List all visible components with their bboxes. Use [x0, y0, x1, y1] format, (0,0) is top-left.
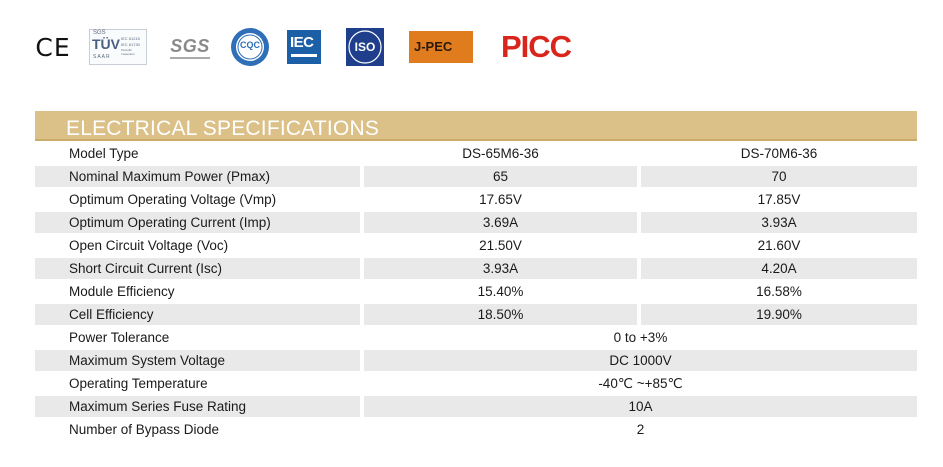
model-2-value: 17.85V — [757, 192, 801, 207]
row-label: Cell Efficiency — [35, 304, 360, 325]
picc-logo: PICC — [496, 22, 576, 72]
table-header-row: Model Type DS-65M6-36 DS-70M6-36 — [35, 143, 917, 166]
table-row: Open Circuit Voltage (Voc) 21.50V 21.60V — [35, 235, 917, 258]
row-label: Module Efficiency — [69, 284, 175, 299]
model-1-value: 15.40% — [477, 284, 524, 299]
model-2-value: 16.58% — [756, 284, 802, 299]
shared-value: -40℃ ~+85℃ — [598, 376, 683, 391]
shared-value: 10A — [364, 396, 917, 417]
row-label: Nominal Maximum Power (Pmax) — [35, 166, 360, 187]
table-row: Optimum Operating Current (Imp) 3.69A 3.… — [35, 212, 917, 235]
row-label: Number of Bypass Diode — [69, 422, 220, 437]
picc-text: PICC — [500, 29, 572, 64]
electrical-specs-table: Model Type DS-65M6-36 DS-70M6-36 Nominal… — [35, 143, 917, 442]
tuv-sgs-text: SGS — [93, 30, 106, 36]
row-label: Power Tolerance — [69, 330, 170, 345]
model-1-header: DS-65M6-36 — [462, 146, 539, 161]
tuv-saar-text: SAAR — [93, 54, 111, 60]
sgs-text: SGS — [170, 36, 210, 59]
table-row: Maximum Series Fuse Rating 10A — [35, 396, 917, 419]
cqc-text: CQC — [240, 40, 260, 50]
shared-value: 0 to +3% — [613, 330, 668, 345]
iec-text: IEC — [290, 34, 314, 51]
model-2-value: 21.60V — [757, 238, 801, 253]
model-2-value: 19.90% — [641, 304, 917, 325]
model-1-value: 17.65V — [479, 192, 522, 207]
table-row: Short Circuit Current (Isc) 3.93A 4.20A — [35, 258, 917, 281]
ce-mark-icon: CE — [34, 22, 72, 72]
table-row: Optimum Operating Voltage (Vmp) 17.65V 1… — [35, 189, 917, 212]
table-row: Operating Temperature -40℃ ~+85℃ — [35, 373, 917, 396]
tuv-side-line: Periodic Inspection — [121, 48, 135, 56]
model-1-value: 65 — [364, 166, 637, 187]
row-label: Maximum Series Fuse Rating — [35, 396, 360, 417]
row-label: Optimum Operating Voltage (Vmp) — [69, 192, 277, 207]
jpec-text: J-PEC — [414, 39, 453, 54]
iso-text: ISO — [354, 40, 376, 54]
iso-badge-icon — [346, 28, 384, 66]
model-1-value: 21.50V — [479, 238, 522, 253]
table-row: Power Tolerance 0 to +3% — [35, 327, 917, 350]
table-row: Maximum System Voltage DC 1000V — [35, 350, 917, 373]
model-2-value: 4.20A — [641, 258, 917, 279]
model-1-value: 3.93A — [364, 258, 637, 279]
row-label: Maximum System Voltage — [35, 350, 360, 371]
ce-mark-text: CE — [35, 32, 71, 62]
shared-value: 2 — [636, 422, 645, 437]
table-row: Nominal Maximum Power (Pmax) 65 70 — [35, 166, 917, 189]
table-row: Number of Bypass Diode 2 — [35, 419, 917, 442]
section-title: ELECTRICAL SPECIFICATIONS — [66, 117, 380, 140]
table-row: Module Efficiency 15.40% 16.58% — [35, 281, 917, 304]
table-row: Cell Efficiency 18.50% 19.90% — [35, 304, 917, 327]
iec-logo: IEC — [286, 22, 322, 72]
iso-logo: ISO — [345, 22, 385, 72]
row-label: Optimum Operating Current (Imp) — [35, 212, 360, 233]
certification-logos: CE SGS TÜV SAAR IEC 61215 IEC 61730 Peri… — [34, 22, 594, 72]
model-2-value: 70 — [641, 166, 917, 187]
model-2-value: 3.93A — [641, 212, 917, 233]
section-header-bar: ELECTRICAL SPECIFICATIONS — [35, 111, 917, 141]
model-2-header: DS-70M6-36 — [740, 146, 818, 161]
tuv-main-text: TÜV — [92, 36, 120, 52]
cqc-logo: CQC — [229, 22, 271, 72]
row-label: Model Type — [69, 146, 139, 161]
tuv-side-line: IEC 61730 — [121, 42, 140, 47]
jpec-logo: J-PEC — [408, 22, 474, 72]
row-label: Open Circuit Voltage (Voc) — [69, 238, 229, 253]
row-label: Short Circuit Current (Isc) — [35, 258, 360, 279]
tuv-side-line: IEC 61215 — [121, 36, 140, 41]
shared-value: DC 1000V — [364, 350, 917, 371]
model-1-value: 18.50% — [364, 304, 637, 325]
tuv-saar-logo: SGS TÜV SAAR IEC 61215 IEC 61730 Periodi… — [89, 22, 147, 72]
cqc-circle-icon — [231, 28, 269, 66]
model-1-value: 3.69A — [364, 212, 637, 233]
row-label: Operating Temperature — [69, 376, 208, 391]
sgs-logo: SGS — [166, 22, 214, 72]
